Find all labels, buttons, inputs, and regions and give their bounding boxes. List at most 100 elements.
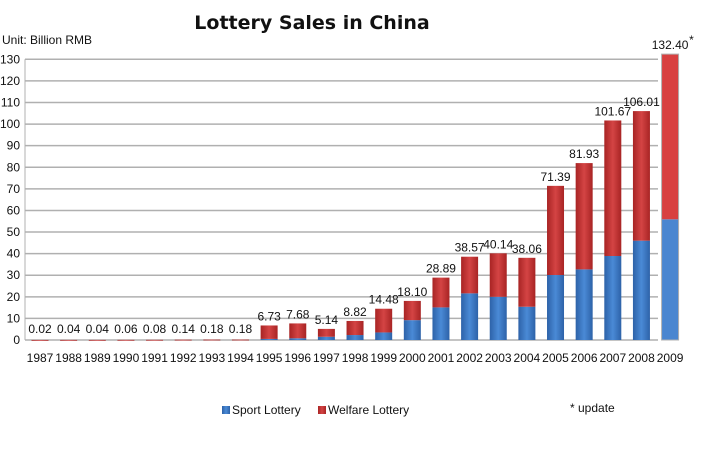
x-tick-label: 1991 — [141, 351, 168, 365]
bar-welfare-2003 — [489, 253, 507, 297]
bar-welfare-1993 — [203, 339, 221, 341]
y-tick-label: 100 — [0, 117, 20, 131]
y-tick-label: 80 — [7, 160, 21, 174]
bar-sport-1996 — [289, 338, 307, 340]
data-label-2009: 132.40 — [652, 38, 689, 52]
x-tick-label: 2002 — [456, 351, 483, 365]
data-label-2006: 81.93 — [569, 147, 599, 161]
data-label-1992: 0.14 — [172, 322, 196, 336]
y-tick-label: 60 — [7, 203, 21, 217]
bar-welfare-1990 — [117, 339, 135, 341]
bar-welfare-1998 — [346, 320, 364, 336]
y-tick-label: 40 — [7, 247, 21, 261]
x-tick-label: 1999 — [370, 351, 397, 365]
data-label-1991: 0.08 — [143, 322, 167, 336]
bar-sport-2003 — [489, 296, 507, 340]
y-tick-label: 70 — [7, 182, 21, 196]
data-label-2008: 106.01 — [623, 95, 660, 109]
x-tick-label: 1998 — [342, 351, 369, 365]
update-asterisk: * — [689, 33, 694, 47]
bar-sport-2007 — [604, 256, 622, 340]
data-label-1989: 0.04 — [86, 322, 110, 336]
data-label-1995: 6.73 — [257, 309, 281, 323]
bar-welfare-1996 — [289, 323, 307, 339]
bar-sport-1998 — [346, 335, 364, 340]
x-tick-label: 1988 — [55, 351, 82, 365]
bar-sport-1999 — [375, 332, 393, 340]
x-tick-label: 2005 — [542, 351, 569, 365]
x-tick-label: 1990 — [113, 351, 140, 365]
y-tick-label: 0 — [13, 333, 20, 347]
y-tick-label: 120 — [0, 74, 20, 88]
bar-welfare-1994 — [231, 339, 249, 341]
data-label-1993: 0.18 — [200, 322, 224, 336]
bar-sport-1997 — [317, 336, 335, 340]
bar-welfare-1995 — [260, 325, 278, 339]
legend-label-sport: Sport Lottery — [232, 403, 301, 417]
x-tick-label: 2006 — [571, 351, 598, 365]
data-label-1988: 0.04 — [57, 322, 81, 336]
bar-sport-2006 — [575, 269, 593, 340]
data-label-1997: 5.14 — [315, 313, 339, 327]
bar-welfare-2007 — [604, 120, 622, 257]
bar-welfare-1999 — [375, 308, 393, 333]
bar-welfare-1992 — [174, 339, 192, 341]
data-label-1999: 14.48 — [369, 293, 399, 307]
bar-welfare-1987 — [31, 339, 49, 341]
bar-sport-2000 — [403, 320, 421, 340]
y-tick-label: 30 — [7, 268, 21, 282]
y-tick-label: 130 — [0, 52, 20, 66]
x-tick-label: 1996 — [284, 351, 311, 365]
x-tick-label: 2008 — [628, 351, 655, 365]
data-label-1987: 0.02 — [28, 322, 52, 336]
legend-swatch-sport — [222, 406, 230, 414]
data-label-1996: 7.68 — [286, 307, 310, 321]
x-tick-label: 1993 — [198, 351, 225, 365]
bar-welfare-1989 — [88, 339, 106, 341]
data-label-2000: 18.10 — [397, 285, 427, 299]
bar-welfare-2009 — [661, 54, 679, 220]
bar-sport-2001 — [432, 307, 450, 340]
bar-welfare-1988 — [60, 339, 78, 341]
x-tick-label: 1987 — [27, 351, 54, 365]
bar-welfare-2008 — [632, 111, 650, 241]
data-label-2002: 38.57 — [455, 241, 485, 255]
bar-sport-2004 — [518, 306, 536, 340]
chart-title: Lottery Sales in China — [194, 12, 429, 34]
bar-welfare-2001 — [432, 277, 450, 308]
bar-sport-2008 — [632, 240, 650, 340]
unit-label: Unit: Billion RMB — [2, 33, 92, 47]
y-tick-label: 110 — [1, 95, 20, 109]
legend: Sport Lottery Welfare Lottery — [222, 403, 409, 417]
bar-welfare-2004 — [518, 257, 536, 307]
x-tick-label: 2000 — [399, 351, 426, 365]
data-label-2003: 40.14 — [483, 237, 513, 251]
bar-welfare-1991 — [146, 339, 164, 341]
bar-welfare-2000 — [403, 300, 421, 321]
x-tick-label: 1997 — [313, 351, 340, 365]
x-tick-label: 2003 — [485, 351, 512, 365]
data-label-1998: 8.82 — [343, 305, 367, 319]
x-tick-label: 1995 — [256, 351, 283, 365]
bar-welfare-2002 — [461, 256, 479, 294]
legend-label-welfare: Welfare Lottery — [328, 403, 409, 417]
x-tick-label: 2009 — [657, 351, 684, 365]
x-tick-label: 1989 — [84, 351, 111, 365]
footnote: * update — [570, 401, 615, 415]
bar-sport-1995 — [260, 338, 278, 340]
data-label-1990: 0.06 — [114, 322, 138, 336]
y-tick-label: 50 — [7, 225, 21, 239]
y-tick-label: 90 — [7, 139, 21, 153]
x-tick-label: 2007 — [599, 351, 626, 365]
data-label-2004: 38.06 — [512, 242, 542, 256]
x-tick-label: 2004 — [514, 351, 541, 365]
data-label-1994: 0.18 — [229, 322, 253, 336]
x-tick-label: 1994 — [227, 351, 254, 365]
bar-sport-2005 — [547, 275, 565, 340]
bar-welfare-2006 — [575, 163, 593, 270]
bar-outline-2009 — [661, 53, 680, 341]
x-tick-label: 2001 — [428, 351, 455, 365]
x-tick-label: 1992 — [170, 351, 197, 365]
legend-swatch-welfare — [318, 406, 326, 414]
